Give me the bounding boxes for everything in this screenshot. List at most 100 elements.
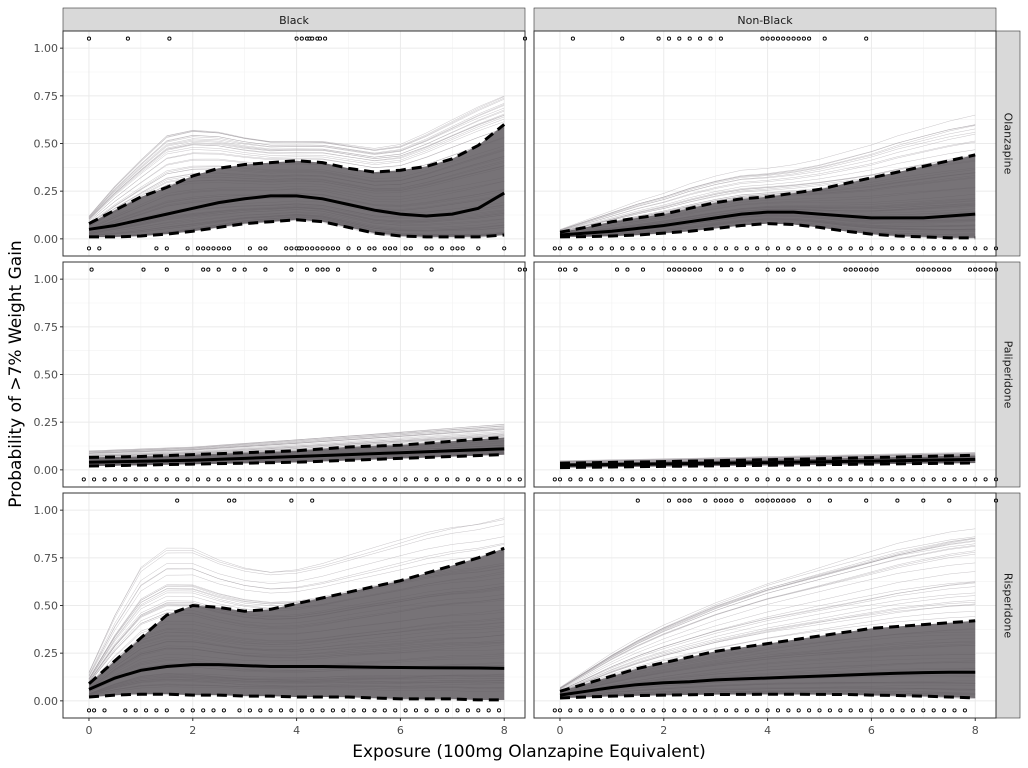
obs-point-nonevent [413,708,419,713]
obs-point-nonevent [320,477,325,482]
y-tick-label: 0.00 [34,695,59,708]
upper-bound-line [88,123,506,225]
obs-point-nonevent [393,246,398,251]
obs-point-nonevent [195,246,201,251]
obs-point-nonevent [568,477,573,482]
obs-point-nonevent [86,246,92,251]
obs-point-nonevent [900,246,905,251]
obs-point-nonevent [682,708,687,713]
draw-line [559,128,976,231]
credible-band [89,548,505,700]
obs-point-event [983,267,988,272]
draw-line [559,582,976,692]
obs-point-event [164,267,169,272]
obs-point-nonevent [682,246,687,251]
obs-point-nonevent [455,477,460,482]
obs-point-nonevent [620,477,625,482]
draw-line [559,550,976,690]
upper-bound-line [559,153,976,234]
obs-point-nonevent [393,477,398,482]
obs-point-nonevent [775,246,781,251]
obs-point-nonevent [268,477,273,482]
obs-point-nonevent [434,708,439,713]
obs-point-nonevent [838,708,843,713]
obs-point-event [708,36,713,41]
y-tick-label: 0.00 [34,464,59,477]
obs-point-nonevent [983,477,988,482]
obs-point-nonevent [786,708,791,713]
obs-point-nonevent [517,477,522,482]
obs-point-event [570,36,575,41]
obs-point-nonevent [315,246,320,251]
obs-point-nonevent [325,246,330,251]
obs-point-event [755,498,760,503]
obs-point-event [687,498,692,503]
obs-point-nonevent [848,246,853,251]
obs-point-nonevent [476,246,481,251]
obs-point-event [770,36,775,41]
obs-point-event [703,498,708,503]
median-line [559,457,976,467]
obs-point-nonevent [827,477,832,482]
obs-point-nonevent [336,246,341,251]
obs-point-nonevent [952,477,957,482]
obs-point-event [765,267,770,272]
obs-point-nonevent [713,246,718,251]
obs-point-nonevent [640,708,646,713]
x-tick-label: 0 [557,724,564,737]
obs-point-nonevent [599,246,604,251]
draw-line [88,519,505,673]
obs-point-nonevent [455,246,460,251]
obs-point-event [942,267,947,272]
obs-point-nonevent [983,246,988,251]
draw-line [88,427,505,453]
obs-point-event [232,498,237,503]
strip-label-nonblack: Non-Black [737,14,793,27]
obs-point-nonevent [486,477,491,482]
obs-point-event [760,36,765,41]
obs-point-nonevent [879,708,884,713]
obs-point-event [827,498,832,503]
obs-point-nonevent [796,477,801,482]
lower-bound-line [559,692,976,700]
draw-line [559,132,976,231]
obs-point-nonevent [630,477,635,482]
obs-point-nonevent [858,477,864,482]
obs-point-nonevent [112,477,117,482]
obs-point-nonevent [640,477,646,482]
obs-point-nonevent [263,246,268,251]
obs-point-nonevent [175,477,180,482]
draw-line [88,425,505,453]
obs-point-nonevent [190,708,195,713]
y-tick-label: 0.75 [34,90,59,103]
obs-point-nonevent [216,477,221,482]
obs-point-nonevent [578,246,583,251]
obs-point-nonevent [123,708,128,713]
obs-point-event [765,36,770,41]
obs-point-event [304,267,310,272]
obs-point-nonevent [330,477,335,482]
obs-point-event [557,267,563,272]
median-line [88,191,505,231]
draw-line [559,453,976,462]
obs-point-nonevent [227,477,232,482]
obs-point-event [666,36,672,41]
obs-point-event [926,267,931,272]
draw-line [88,517,505,673]
obs-point-event [786,498,791,503]
draw-line [559,553,976,690]
obs-point-event [864,36,869,41]
obs-point-nonevent [952,246,957,251]
obs-point-event [672,267,677,272]
obs-point-nonevent [942,708,947,713]
credible-band [560,620,976,698]
obs-point-nonevent [180,708,185,713]
obs-point-nonevent [910,246,915,251]
y-tick-label: 0.50 [34,138,59,151]
obs-point-nonevent [921,708,926,713]
lower-bound-line [88,692,505,702]
obs-point-event [242,267,247,272]
draw-line [559,545,976,689]
obs-point-nonevent [952,708,957,713]
obs-point-event [517,267,522,272]
